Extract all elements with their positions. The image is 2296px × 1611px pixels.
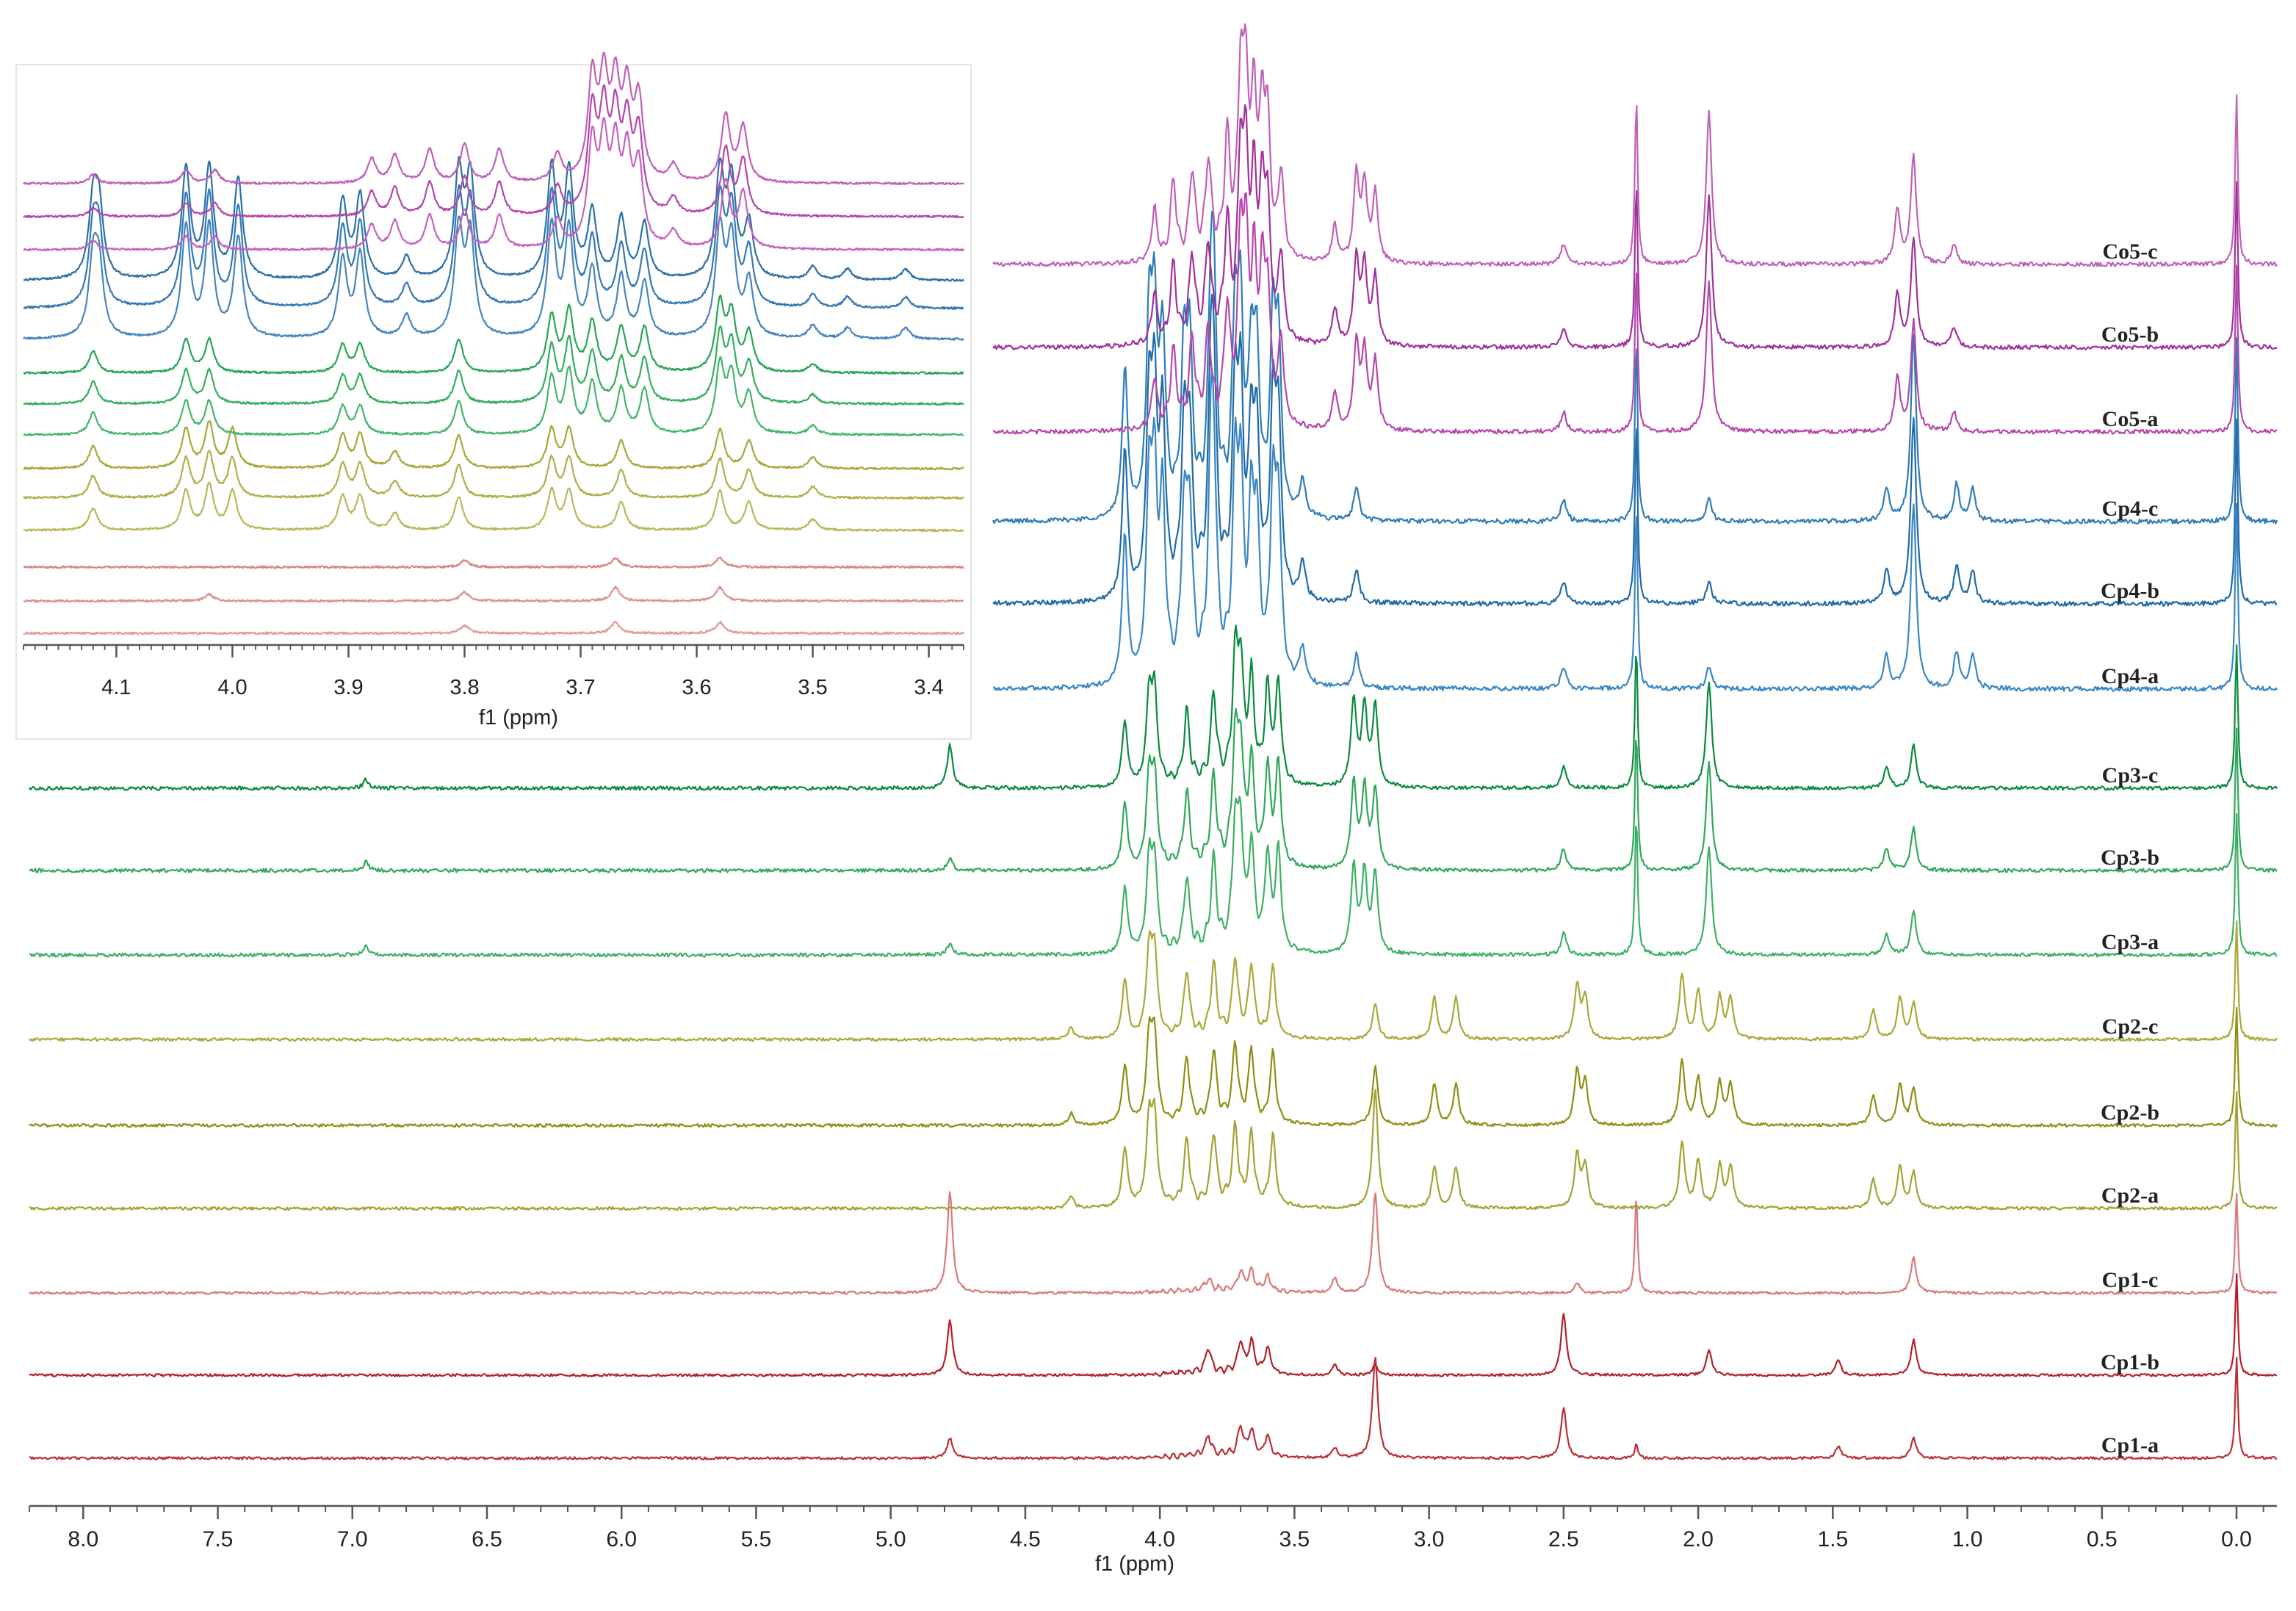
label-co5-b: Co5-b [2101, 322, 2159, 347]
trace-cp1-c [29, 1191, 2278, 1295]
label-cp3-a: Cp3-a [2101, 930, 2159, 954]
main-tick-label: 8.0 [68, 1527, 98, 1551]
main-tick-label: 3.5 [1279, 1527, 1310, 1551]
inset-trace-cp2-b [23, 450, 964, 500]
label-cp4-a: Cp4-a [2101, 664, 2159, 688]
main-tick-label: 7.0 [337, 1527, 368, 1551]
inset-tick-label: 4.0 [217, 676, 247, 699]
label-cp4-b: Cp4-b [2101, 579, 2159, 603]
main-x-axis: 8.0 7.5 7.0 6.5 6.0 5.5 5.0 4.5 4.0 3.5 3.0 2.5 2.0 1… [29, 1504, 2277, 1576]
inset-tick-label: 4.1 [101, 676, 131, 699]
inset-tick-label: 3.7 [566, 676, 595, 699]
label-cp3-c: Cp3-c [2102, 763, 2159, 788]
main-x-axis-title: f1 (ppm) [1095, 1552, 1174, 1576]
main-tick-label: 2.0 [1683, 1527, 1714, 1551]
trace-cp1-b [29, 1273, 2278, 1377]
inset-tick-label: 3.5 [798, 676, 827, 699]
trace-cp4-b [992, 294, 2278, 607]
label-co5-c: Co5-c [2103, 239, 2158, 264]
inset-trace-cp4-c [23, 156, 964, 282]
label-cp2-a: Cp2-a [2101, 1183, 2159, 1208]
inset-x-major-ticks [115, 645, 930, 657]
trace-cp4-c [992, 210, 2278, 525]
trace-cp2-c [29, 920, 2278, 1042]
inset-trace-co5-c [23, 51, 964, 186]
main-spectra-traces [29, 23, 2278, 1460]
main-tick-label: 1.5 [1817, 1527, 1848, 1551]
inset-zoom-panel: 4.1 4.0 3.9 3.8 3.7 3.6 3.5 3.4 f1 (ppm) [15, 51, 972, 740]
main-tick-label: 3.0 [1414, 1527, 1445, 1551]
trace-co5-c [992, 23, 2278, 267]
trace-cp4-a [992, 367, 2278, 692]
trace-cp3-c [29, 624, 2278, 791]
label-cp3-b: Cp3-b [2101, 846, 2159, 870]
main-tick-label: 4.0 [1144, 1527, 1175, 1551]
main-tick-label: 0.0 [2221, 1527, 2252, 1551]
label-cp1-b: Cp1-b [2101, 1350, 2159, 1374]
main-tick-label: 0.5 [2087, 1527, 2118, 1551]
label-cp2-b: Cp2-b [2101, 1100, 2159, 1125]
label-cp2-c: Cp2-c [2102, 1014, 2159, 1039]
inset-tick-label: 3.6 [682, 676, 711, 699]
main-tick-label: 1.0 [1952, 1527, 1983, 1551]
main-x-major-ticks [82, 1506, 2238, 1519]
label-cp1-c: Cp1-c [2102, 1268, 2159, 1292]
main-x-tick-labels: 8.0 7.5 7.0 6.5 6.0 5.5 5.0 4.5 4.0 3.5 3.0 2.5 2.0 1… [68, 1527, 2251, 1551]
main-tick-label: 6.5 [472, 1527, 502, 1551]
trace-co5-a [992, 192, 2278, 435]
trace-cp3-b [29, 707, 2278, 873]
inset-spectra-traces [23, 51, 965, 635]
trace-cp2-a [29, 1089, 2278, 1211]
inset-trace-cp1-c [23, 556, 964, 569]
main-tick-label: 6.0 [606, 1527, 637, 1551]
inset-trace-cp4-b [23, 184, 964, 310]
trace-cp3-a [29, 796, 2278, 958]
inset-trace-cp1-b [23, 585, 964, 603]
main-tick-label: 4.5 [1010, 1527, 1041, 1551]
trace-cp2-b [29, 1006, 2278, 1128]
inset-x-axis-title: f1 (ppm) [479, 706, 558, 729]
inset-trace-cp1-a [23, 620, 964, 635]
inset-trace-cp3-a [23, 356, 964, 437]
trace-co5-b [992, 104, 2278, 350]
main-tick-label: 5.0 [876, 1527, 906, 1551]
trace-cp1-a [29, 1356, 2278, 1460]
main-tick-label: 5.5 [741, 1527, 772, 1551]
label-cp4-c: Cp4-c [2102, 497, 2159, 521]
main-tick-label: 2.5 [1548, 1527, 1579, 1551]
inset-trace-cp2-c [23, 420, 964, 471]
inset-trace-co5-b [23, 84, 964, 219]
label-co5-a: Co5-a [2102, 407, 2159, 431]
main-spectrum-labels: Cp1-a Cp1-b Cp1-c Cp2-a Cp2-b Cp2-c Cp3-a Cp3-b… [2101, 239, 2159, 1457]
inset-x-tick-labels: 4.1 4.0 3.9 3.8 3.7 3.6 3.5 3.4 [101, 676, 944, 699]
inset-tick-label: 3.9 [333, 676, 363, 699]
inset-tick-label: 3.8 [450, 676, 479, 699]
inset-trace-cp3-b [23, 325, 964, 406]
inset-tick-label: 3.4 [914, 676, 943, 699]
inset-trace-cp3-c [23, 294, 964, 375]
label-cp1-a: Cp1-a [2101, 1433, 2159, 1457]
main-tick-label: 7.5 [203, 1527, 234, 1551]
inset-trace-cp2-a [23, 481, 964, 533]
inset-trace-co5-a [23, 117, 965, 252]
inset-trace-cp4-a [23, 215, 964, 341]
